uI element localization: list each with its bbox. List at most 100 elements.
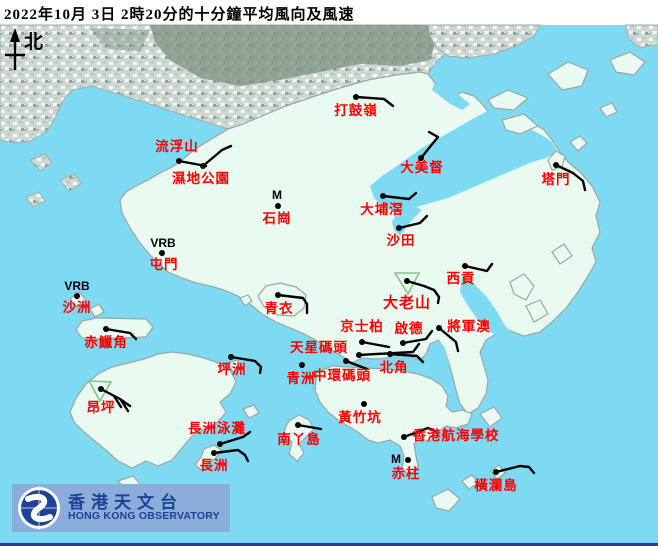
station-label: 北角 (380, 359, 409, 375)
station-label: 大老山 (383, 293, 431, 311)
logo-title-chinese: 香港天文台 (68, 492, 183, 512)
station-dot (211, 450, 217, 456)
station-label: 大美督 (400, 159, 444, 175)
station-dot (400, 340, 406, 346)
station-label: 青衣 (265, 300, 294, 316)
wind-barb-icon (360, 340, 391, 349)
station-dot (295, 422, 301, 428)
station-dot (200, 163, 206, 169)
wind-barb-icon (437, 326, 460, 353)
station-label: 長洲泳灘 (188, 420, 246, 436)
station-star-ferry: 天星碼頭 (290, 340, 421, 358)
station-peng-chau: 坪洲 (218, 354, 263, 377)
station-label: 沙洲 (63, 300, 92, 315)
wind-barb-icon (104, 327, 138, 341)
station-label: 赤鱲角 (84, 334, 128, 350)
station-kai-tak: 啟德 (395, 320, 434, 346)
station-dot (353, 94, 359, 100)
station-sha-tin: 沙田 (387, 214, 429, 248)
station-dot (493, 469, 499, 475)
station-dot (98, 386, 104, 392)
lantau-island (69, 351, 237, 469)
station-dot (275, 203, 281, 209)
station-dot (462, 263, 468, 269)
wind-barb-icon (218, 430, 252, 446)
station-tuen-mun: VRB 屯門 (150, 236, 178, 272)
wind-barb-icon (494, 464, 536, 475)
mirs-bay-islet (599, 102, 618, 118)
station-flag-m: M (391, 452, 401, 466)
starling-inlet (432, 84, 470, 110)
wind-barb-icon (401, 329, 434, 345)
station-tsing-yi: 青衣 (265, 292, 309, 316)
plover-cove (450, 134, 482, 150)
station-stanley: M赤柱 (391, 452, 421, 481)
junk-bay (432, 340, 450, 372)
station-label: 黃竹坑 (337, 409, 382, 425)
crooked-island (547, 61, 589, 91)
station-label: 石崗 (262, 210, 292, 226)
north-label: 北 (24, 31, 43, 53)
station-label: 赤柱 (392, 465, 421, 481)
wind-barb-icon (201, 144, 233, 168)
wind-barb-icon (119, 398, 130, 413)
ma-wan-island (239, 294, 253, 307)
station-flag-m: M (272, 188, 282, 202)
station-dot (159, 250, 165, 256)
station-ta-kwu-ling: 打鼓嶺 (334, 94, 395, 118)
station-dot (343, 358, 349, 364)
station-label: 沙田 (387, 233, 416, 248)
station-dot (103, 326, 109, 332)
sai-kung-islet (551, 243, 573, 265)
station-label: 香港航海學校 (412, 427, 500, 443)
tung-lung-island (479, 406, 503, 428)
station-green-island: 青洲 (287, 362, 315, 386)
wind-barb-icon (357, 342, 421, 357)
north-arrow: 北 (5, 28, 43, 70)
station-dot (299, 362, 305, 368)
station-label: 打鼓嶺 (334, 102, 378, 118)
islet (29, 153, 53, 172)
station-wetland-park: 濕地公園 (172, 144, 233, 186)
po-toi-islet (461, 474, 479, 490)
station-dot (356, 352, 362, 358)
wind-barb-icon (405, 279, 441, 305)
station-flag-vrb: VRB (150, 236, 176, 250)
wind-barb-icon (388, 352, 425, 364)
station-wong-chuk-hang: 黃竹坑 (337, 401, 382, 425)
port-shelter (460, 276, 512, 338)
station-dot (359, 339, 365, 345)
station-central-pier: 中環碼頭 (313, 358, 371, 383)
station-label: 京士柏 (340, 318, 384, 334)
station-label: 中環碼頭 (313, 367, 371, 383)
wind-barb-icon (354, 95, 395, 108)
station-dot (418, 155, 424, 161)
station-hk-sea-school: 香港航海學校 (401, 426, 500, 443)
station-label: 流浮山 (155, 138, 199, 154)
mirs-bay-island (609, 51, 646, 76)
jin-island (525, 299, 549, 323)
station-tai-po-kau: 大埔滘 (360, 191, 418, 217)
station-sha-chau: VRB 沙洲 (63, 279, 92, 315)
wind-barb-icon (212, 448, 250, 463)
wind-barb-icon (463, 262, 494, 273)
wind-barb-icon (397, 214, 429, 230)
station-tseung-kwan-o: 將軍澳 (436, 318, 491, 353)
lung-kwu-chau (89, 303, 105, 318)
station-tates-cairn: 大老山 (383, 272, 441, 311)
station-chek-lap-kok: 赤鱲角 (84, 326, 138, 350)
station-label: 將軍澳 (447, 318, 491, 334)
hko-logo-icon (18, 486, 60, 530)
station-dot (275, 292, 281, 298)
station-dot (176, 158, 182, 164)
tolo-harbour (370, 110, 558, 212)
station-dot (404, 278, 410, 284)
station-dot (361, 401, 367, 407)
station-dot (74, 293, 80, 299)
station-dot (396, 225, 402, 231)
wind-barb-icon (276, 293, 309, 315)
station-dot (217, 441, 223, 447)
station-label: 昂坪 (87, 400, 116, 415)
